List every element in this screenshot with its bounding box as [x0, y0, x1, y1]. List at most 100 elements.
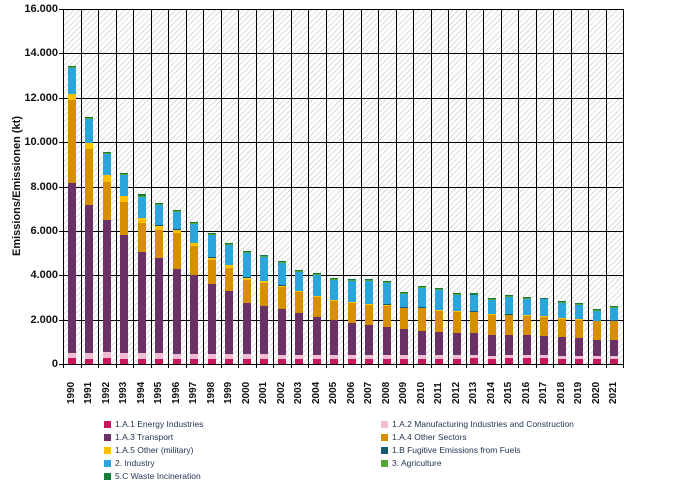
bar-segment	[435, 355, 444, 359]
bar-segment	[417, 330, 426, 356]
y-axis-tick	[59, 53, 63, 55]
bar-segment	[470, 295, 479, 312]
bar-segment	[102, 174, 111, 182]
bar-segment	[417, 358, 426, 364]
bar-segment	[435, 358, 444, 364]
bar-segment	[347, 323, 356, 356]
bar-2005	[330, 277, 339, 364]
x-tick-label-2003: 2003	[293, 381, 305, 404]
x-tick-label-2020: 2020	[590, 381, 602, 404]
bar-segment	[242, 252, 251, 254]
bar-segment	[120, 353, 129, 360]
bar-segment	[505, 296, 514, 298]
bar-segment	[242, 354, 251, 359]
bar-segment	[347, 358, 356, 364]
x-axis-tick	[185, 364, 187, 368]
x-axis-tick	[605, 364, 607, 368]
bar-segment	[540, 355, 549, 359]
y-axis-tick	[59, 319, 63, 321]
bar-segment	[85, 118, 94, 143]
bar-segment	[452, 355, 461, 359]
bar-segment	[242, 302, 251, 355]
bar-segment	[365, 304, 374, 326]
bar-segment	[610, 308, 619, 321]
bar-segment	[452, 293, 461, 295]
bar-segment	[67, 182, 76, 353]
bar-segment	[312, 358, 321, 364]
bar-segment	[505, 297, 514, 315]
bar-2019	[575, 302, 584, 364]
bar-segment	[242, 251, 251, 253]
bar-segment	[207, 233, 216, 235]
bar-2000	[242, 251, 251, 364]
bar-segment	[470, 358, 479, 364]
bar-2011	[435, 287, 444, 364]
bar-segment	[487, 297, 496, 299]
legend-swatch-icon	[381, 433, 388, 441]
bar-segment	[225, 265, 234, 268]
bar-segment	[347, 303, 356, 324]
bar-segment	[295, 354, 304, 359]
legend-swatch-icon	[104, 473, 111, 481]
bar-2017	[540, 297, 549, 364]
bar-segment	[540, 358, 549, 364]
legend-swatch-icon	[104, 446, 111, 454]
bar-segment	[225, 242, 234, 245]
x-axis-tick	[448, 364, 449, 368]
bar-segment	[67, 352, 76, 359]
bar-2010	[417, 286, 426, 364]
bar-segment	[260, 280, 269, 283]
bar-segment	[85, 204, 94, 354]
x-tick-label-2008: 2008	[380, 381, 392, 404]
x-tick-label-2001: 2001	[258, 381, 270, 404]
bar-segment	[190, 246, 199, 276]
bar-segment	[330, 355, 339, 359]
y-tick-label: 14.000	[24, 47, 58, 60]
bar-segment	[225, 358, 234, 364]
x-tick-label-2006: 2006	[345, 381, 357, 404]
bar-segment	[312, 274, 321, 276]
bar-segment	[382, 282, 391, 305]
bar-segment	[330, 320, 339, 356]
bar-segment	[400, 358, 409, 364]
bar-segment	[522, 315, 531, 316]
bar-segment	[330, 278, 339, 280]
bar-segment	[137, 194, 146, 196]
bar-segment	[207, 235, 216, 258]
bar-segment	[382, 305, 391, 327]
bar-segment	[207, 234, 216, 236]
bar-segment	[435, 289, 444, 290]
bar-segment	[400, 293, 409, 308]
bar-segment	[120, 196, 129, 202]
bar-segment	[382, 326, 391, 356]
bar-segment	[277, 260, 286, 263]
bar-segment	[610, 358, 619, 364]
x-axis-tick	[378, 364, 379, 368]
legend-swatch-icon	[104, 433, 111, 441]
bar-segment	[295, 358, 304, 364]
y-tick-label: 8.000	[30, 180, 58, 193]
chart-legend: 1.A.1 Energy Industries 1.A.3 Transport 1.…	[0, 416, 677, 484]
bar-segment	[470, 293, 479, 295]
bar-segment	[260, 256, 269, 257]
x-tick-label-1990: 1990	[65, 381, 77, 404]
bar-segment	[435, 289, 444, 311]
bar-segment	[102, 152, 111, 154]
x-axis-tick	[623, 364, 624, 368]
bar-segment	[365, 325, 374, 356]
x-tick-label-2010: 2010	[415, 381, 427, 404]
bar-segment	[277, 287, 286, 310]
bar-segment	[382, 281, 391, 283]
bar-segment	[435, 310, 444, 312]
bar-segment	[522, 298, 531, 315]
x-tick-label-2005: 2005	[328, 381, 340, 404]
bar-1999	[225, 242, 234, 364]
bar-segment	[85, 353, 94, 359]
legend-label: 1.A.2 Manufacturing Industries and Const…	[392, 418, 574, 429]
bar-segment	[505, 355, 514, 359]
y-tick-label: 10.000	[24, 136, 58, 149]
bar-segment	[120, 235, 129, 354]
bar-segment	[592, 321, 601, 340]
bar-segment	[260, 282, 269, 306]
bar-segment	[85, 117, 94, 119]
